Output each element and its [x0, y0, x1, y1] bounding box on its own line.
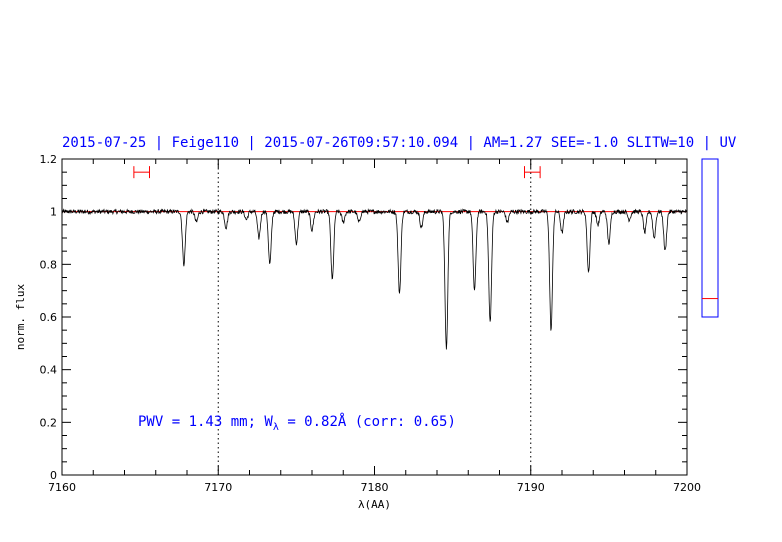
side-panel-frame	[701, 158, 719, 318]
pwv-annotation: PWV = 1.43 mm; Wλ = 0.82Å (corr: 0.65)	[138, 414, 456, 433]
reference-lines	[217, 159, 532, 475]
y-tick-label: 1	[50, 206, 57, 219]
tick-labels: 7160 7170 7180 7190 7200 0 0.2 0.4 0.6 0.8 1 1.2	[40, 153, 702, 494]
x-tick-label: 7190	[517, 481, 545, 494]
y-tick-label: 0.6	[40, 311, 58, 324]
x-tick-label: 7170	[204, 481, 232, 494]
w-value: = 0.82Å (corr: 0.65)	[278, 414, 456, 430]
spectrum-series	[61, 208, 688, 350]
y-tick-label: 0	[50, 469, 57, 482]
y-tick-label: 0.8	[40, 258, 58, 271]
spectrum-line	[61, 208, 688, 350]
side-panel	[701, 158, 719, 318]
interval-markers	[133, 166, 541, 179]
y-axis-label: norm. flux	[14, 284, 27, 351]
x-tick-label: 7180	[361, 481, 389, 494]
x-tick-label: 7200	[673, 481, 701, 494]
x-tick-label: 7160	[48, 481, 76, 494]
y-tick-label: 0.4	[40, 364, 58, 377]
y-tick-label: 0.2	[40, 416, 58, 429]
x-axis-label: λ(AA)	[358, 498, 391, 511]
axis-ticks	[61, 158, 688, 476]
w-subscript: λ	[272, 421, 279, 433]
pwv-prefix: PWV = 1.43 mm; W	[138, 414, 273, 430]
chart-title: 2015-07-25 | Feige110 | 2015-07-26T09:57…	[62, 135, 737, 151]
y-tick-label: 1.2	[40, 153, 58, 166]
